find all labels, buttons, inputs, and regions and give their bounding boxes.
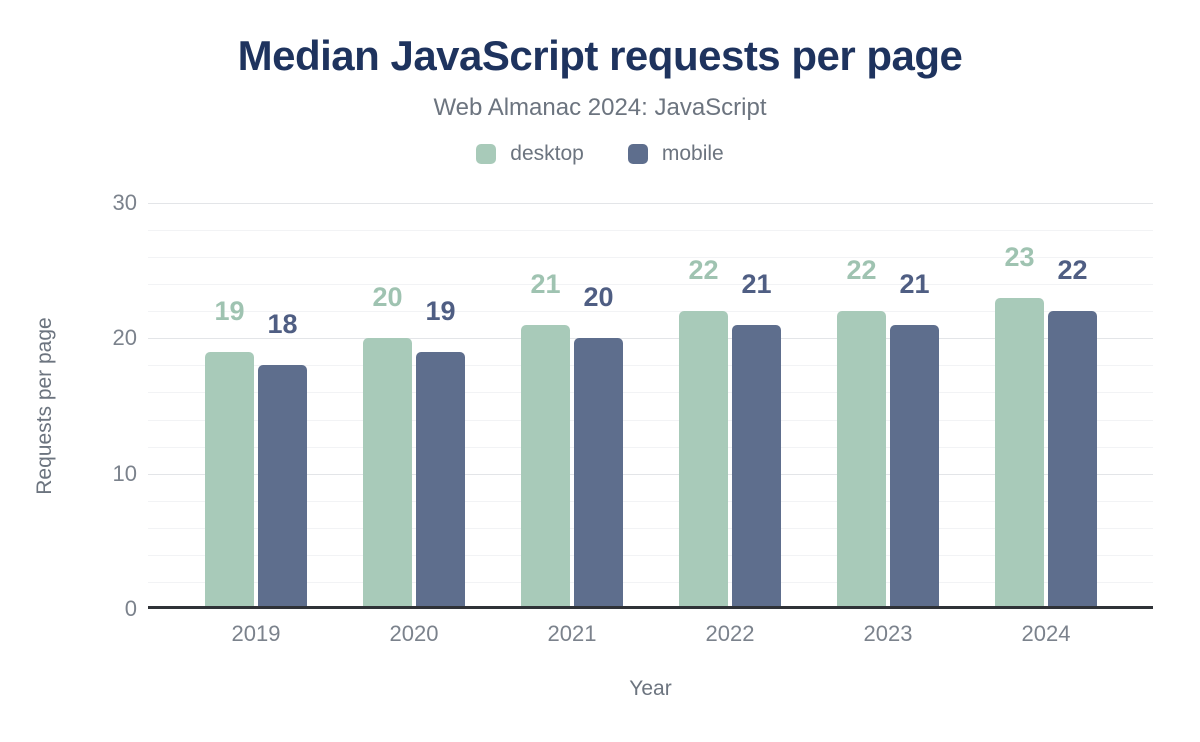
bar-value-label: 23 — [1004, 242, 1035, 272]
chart-subtitle: Web Almanac 2024: JavaScript — [433, 94, 767, 121]
x-axis-line — [148, 606, 1153, 609]
y-tick-label: 30 — [112, 190, 137, 215]
gridline — [148, 527, 1153, 529]
gridline — [148, 230, 1153, 232]
bar-mobile-2024[interactable] — [1048, 311, 1097, 609]
x-tick-label: 2022 — [705, 621, 755, 646]
gridline — [148, 392, 1153, 394]
bar-value-label: 22 — [688, 255, 719, 285]
bar-mobile-2021[interactable] — [574, 338, 623, 609]
bar-desktop-2024[interactable] — [995, 298, 1044, 609]
gridline — [148, 365, 1153, 367]
plot-area: Requests per page Year 0 10 20 30 19 18 2019 20… — [33, 190, 1153, 700]
x-tick-label: 2020 — [389, 621, 439, 646]
bar-desktop-2021[interactable] — [521, 325, 570, 609]
chart-title: Median JavaScript requests per page — [237, 32, 963, 79]
bar-mobile-2020[interactable] — [416, 352, 465, 609]
gridline — [148, 284, 1153, 286]
gridline — [148, 446, 1153, 448]
bar-value-label: 21 — [530, 269, 561, 299]
bar-desktop-2020[interactable] — [363, 338, 412, 609]
bar-value-label: 20 — [583, 282, 614, 312]
gridline — [148, 500, 1153, 502]
y-tick-label: 10 — [112, 460, 137, 486]
x-tick-label: 2021 — [547, 621, 597, 646]
legend: desktop mobile — [0, 142, 1200, 166]
bar-value-label: 21 — [741, 269, 772, 299]
x-tick-label: 2023 — [863, 621, 913, 646]
legend-label-mobile: mobile — [661, 142, 724, 165]
y-tick-label: 0 — [124, 596, 137, 621]
gridline — [148, 554, 1153, 556]
bar-value-label: 18 — [267, 309, 298, 339]
bar-value-label: 21 — [899, 269, 930, 299]
x-tick-label: 2024 — [1021, 621, 1071, 646]
legend-item-mobile[interactable]: mobile — [627, 142, 724, 166]
bar-value-label: 19 — [425, 296, 456, 326]
bar-desktop-2023[interactable] — [837, 311, 886, 609]
x-tick-label: 2019 — [231, 621, 281, 646]
y-tick-label: 20 — [112, 325, 137, 351]
bar-value-label: 22 — [846, 255, 877, 285]
gridline — [148, 203, 1153, 204]
bar-desktop-2019[interactable] — [205, 352, 254, 609]
bar-value-label: 22 — [1057, 255, 1088, 285]
desktop-swatch — [476, 144, 497, 164]
legend-item-desktop[interactable]: desktop — [476, 142, 584, 166]
y-axis-title: Requests per page — [33, 317, 56, 495]
gridline — [148, 257, 1153, 259]
gridline — [148, 419, 1153, 421]
bar-desktop-2022[interactable] — [679, 311, 728, 609]
bar-value-label: 20 — [372, 282, 403, 312]
mobile-swatch — [627, 144, 648, 164]
gridline — [148, 473, 1153, 475]
bar-mobile-2022[interactable] — [732, 325, 781, 609]
gridline — [148, 338, 1153, 340]
gridline — [148, 581, 1153, 583]
bar-mobile-2023[interactable] — [890, 325, 939, 609]
legend-label-desktop: desktop — [510, 142, 584, 165]
bar-value-label: 19 — [214, 296, 245, 326]
x-axis-title: Year — [629, 677, 672, 700]
bar-mobile-2019[interactable] — [258, 365, 307, 609]
gridline — [148, 311, 1153, 313]
